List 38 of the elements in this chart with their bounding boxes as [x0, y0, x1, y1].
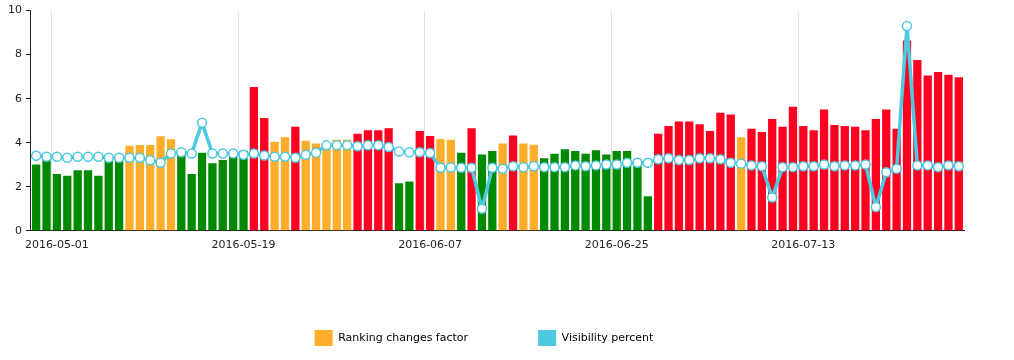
bar: [830, 125, 839, 231]
bar: [716, 112, 725, 231]
bar: [73, 170, 82, 231]
bar: [63, 175, 72, 231]
bar: [394, 183, 404, 231]
x-tick-label: 2016-07-13: [771, 238, 836, 252]
y-tick-label: 10: [8, 3, 22, 17]
bar: [353, 133, 362, 231]
bar: [187, 173, 196, 231]
bar: [519, 143, 528, 231]
x-tick-label: 2016-05-01: [24, 238, 89, 252]
bar: [405, 181, 414, 231]
x-tick-label: 2016-05-19: [211, 238, 276, 252]
bar: [197, 152, 207, 231]
y-tick-label: 8: [15, 47, 22, 61]
y-tick-label: 4: [15, 135, 22, 149]
bar: [249, 87, 259, 231]
bar: [643, 196, 652, 231]
bar: [944, 74, 953, 231]
bar: [664, 125, 673, 231]
bar: [270, 141, 279, 231]
legend-label: Visibility percent: [561, 330, 655, 344]
y-tick-label: 2: [15, 179, 22, 193]
bar: [954, 77, 963, 231]
bar: [52, 173, 62, 231]
bar: [32, 164, 41, 231]
legend-label: Ranking changes factor: [338, 330, 469, 344]
bar: [83, 170, 93, 231]
bar: [94, 175, 103, 231]
bar: [747, 128, 756, 231]
bar: [156, 136, 165, 231]
bar: [933, 72, 943, 231]
y-tick-label: 0: [15, 223, 22, 237]
bar: [923, 75, 932, 231]
x-tick-label: 2016-06-25: [584, 238, 649, 252]
x-tick-label: 2016-06-07: [398, 238, 463, 252]
y-tick-label: 6: [15, 91, 22, 105]
bar: [208, 163, 217, 231]
